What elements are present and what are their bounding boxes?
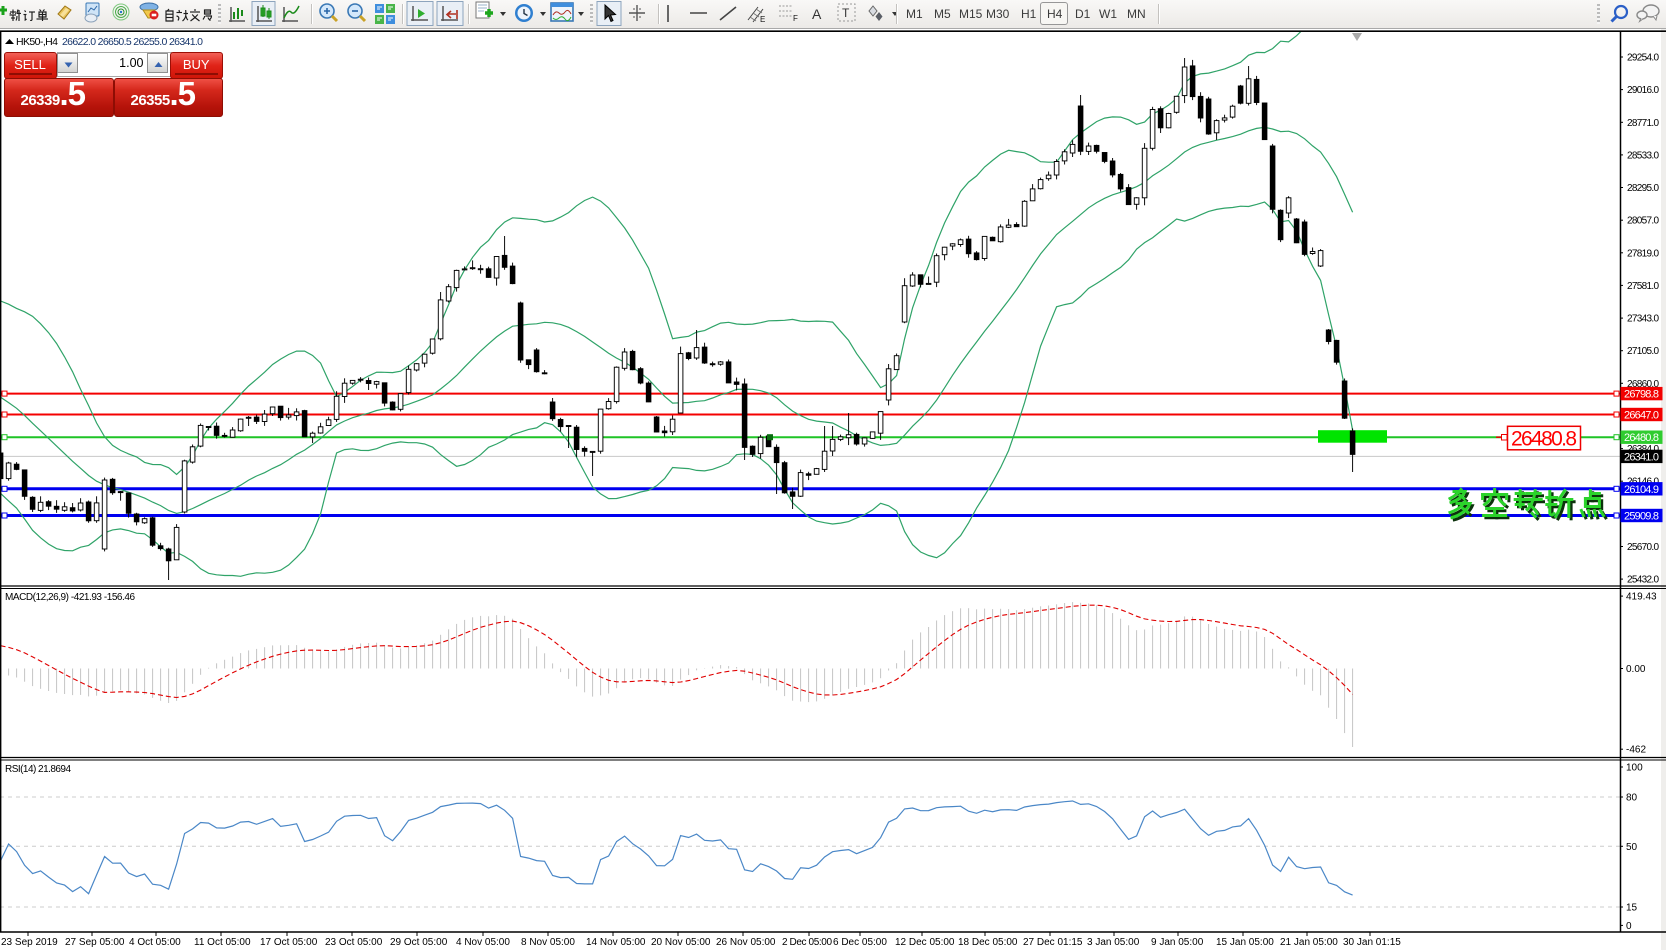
svg-text:28295.0: 28295.0 xyxy=(1627,183,1659,194)
svg-text:26 Nov 05:00: 26 Nov 05:00 xyxy=(716,937,776,948)
svg-text:-462: -462 xyxy=(1626,745,1646,756)
svg-text:0.00: 0.00 xyxy=(1626,664,1646,675)
svg-text:4 Oct 05:00: 4 Oct 05:00 xyxy=(129,937,181,948)
svg-text:23 Oct 05:00: 23 Oct 05:00 xyxy=(325,937,383,948)
svg-text:A: A xyxy=(812,6,822,22)
svg-text:18 Dec 05:00: 18 Dec 05:00 xyxy=(958,937,1018,948)
svg-text:26341.0: 26341.0 xyxy=(1624,451,1659,463)
svg-text:100: 100 xyxy=(1626,763,1643,774)
svg-text:419.43: 419.43 xyxy=(1626,592,1657,603)
svg-text:27819.0: 27819.0 xyxy=(1627,248,1659,259)
svg-text:26622.0 26650.5 26255.0 26341.: 26622.0 26650.5 26255.0 26341.0 xyxy=(62,36,203,48)
svg-text:8 Nov 05:00: 8 Nov 05:00 xyxy=(521,937,575,948)
svg-text:15: 15 xyxy=(1626,903,1638,914)
svg-text:80: 80 xyxy=(1626,793,1638,804)
svg-text:14 Nov 05:00: 14 Nov 05:00 xyxy=(586,937,646,948)
svg-text:25909.8: 25909.8 xyxy=(1624,511,1659,523)
svg-text:23 Sep 2019: 23 Sep 2019 xyxy=(1,937,58,948)
svg-text:30 Jan 01:15: 30 Jan 01:15 xyxy=(1343,937,1401,948)
svg-text:15 Jan 05:00: 15 Jan 05:00 xyxy=(1216,937,1274,948)
svg-text:RSI(14) 21.8694: RSI(14) 21.8694 xyxy=(5,764,71,775)
svg-text:17 Oct 05:00: 17 Oct 05:00 xyxy=(260,937,318,948)
svg-text:HK50-,H4: HK50-,H4 xyxy=(16,36,58,48)
svg-text:6 Dec 05:00: 6 Dec 05:00 xyxy=(833,937,887,948)
svg-text:9 Jan 05:00: 9 Jan 05:00 xyxy=(1151,937,1204,948)
svg-text:25670.0: 25670.0 xyxy=(1627,542,1659,553)
svg-text:26384.0: 26384.0 xyxy=(1627,444,1659,455)
svg-text:MACD(12,26,9) -421.93 -156.46: MACD(12,26,9) -421.93 -156.46 xyxy=(5,592,135,603)
svg-text:29254.0: 29254.0 xyxy=(1627,53,1659,64)
svg-text:F: F xyxy=(793,14,798,23)
svg-text:50: 50 xyxy=(1626,842,1638,853)
svg-text:2 Dec 05:00: 2 Dec 05:00 xyxy=(782,937,832,948)
svg-text:3 Jan 05:00: 3 Jan 05:00 xyxy=(1087,937,1140,948)
svg-text:T: T xyxy=(842,6,850,20)
svg-text:26104.9: 26104.9 xyxy=(1624,484,1659,496)
svg-text:4 Nov 05:00: 4 Nov 05:00 xyxy=(456,937,510,948)
svg-text:29016.0: 29016.0 xyxy=(1627,85,1659,96)
svg-text:25432.0: 25432.0 xyxy=(1627,575,1659,586)
svg-text:26480.8: 26480.8 xyxy=(1624,432,1659,444)
svg-text:E: E xyxy=(760,15,765,24)
svg-text:27 Dec 01:15: 27 Dec 01:15 xyxy=(1023,937,1083,948)
svg-text:0: 0 xyxy=(1626,921,1632,932)
svg-text:12 Dec 05:00: 12 Dec 05:00 xyxy=(895,937,955,948)
svg-text:27105.0: 27105.0 xyxy=(1627,346,1659,357)
svg-text:27343.0: 27343.0 xyxy=(1627,314,1659,325)
svg-text:26798.8: 26798.8 xyxy=(1624,389,1659,401)
svg-text:28057.0: 28057.0 xyxy=(1627,216,1659,227)
svg-text:11 Oct 05:00: 11 Oct 05:00 xyxy=(194,937,251,948)
svg-text:28771.0: 28771.0 xyxy=(1627,118,1659,129)
svg-text:20 Nov 05:00: 20 Nov 05:00 xyxy=(651,937,711,948)
svg-text:29 Oct 05:00: 29 Oct 05:00 xyxy=(390,937,448,948)
svg-text:27 Sep 05:00: 27 Sep 05:00 xyxy=(65,937,125,948)
svg-text:27581.0: 27581.0 xyxy=(1627,281,1659,292)
svg-text:21 Jan 05:00: 21 Jan 05:00 xyxy=(1280,937,1338,948)
svg-text:26860.0: 26860.0 xyxy=(1627,379,1659,390)
svg-text:26480.8: 26480.8 xyxy=(1511,428,1577,451)
svg-text:26647.0: 26647.0 xyxy=(1624,410,1659,422)
svg-text:28533.0: 28533.0 xyxy=(1627,150,1659,161)
